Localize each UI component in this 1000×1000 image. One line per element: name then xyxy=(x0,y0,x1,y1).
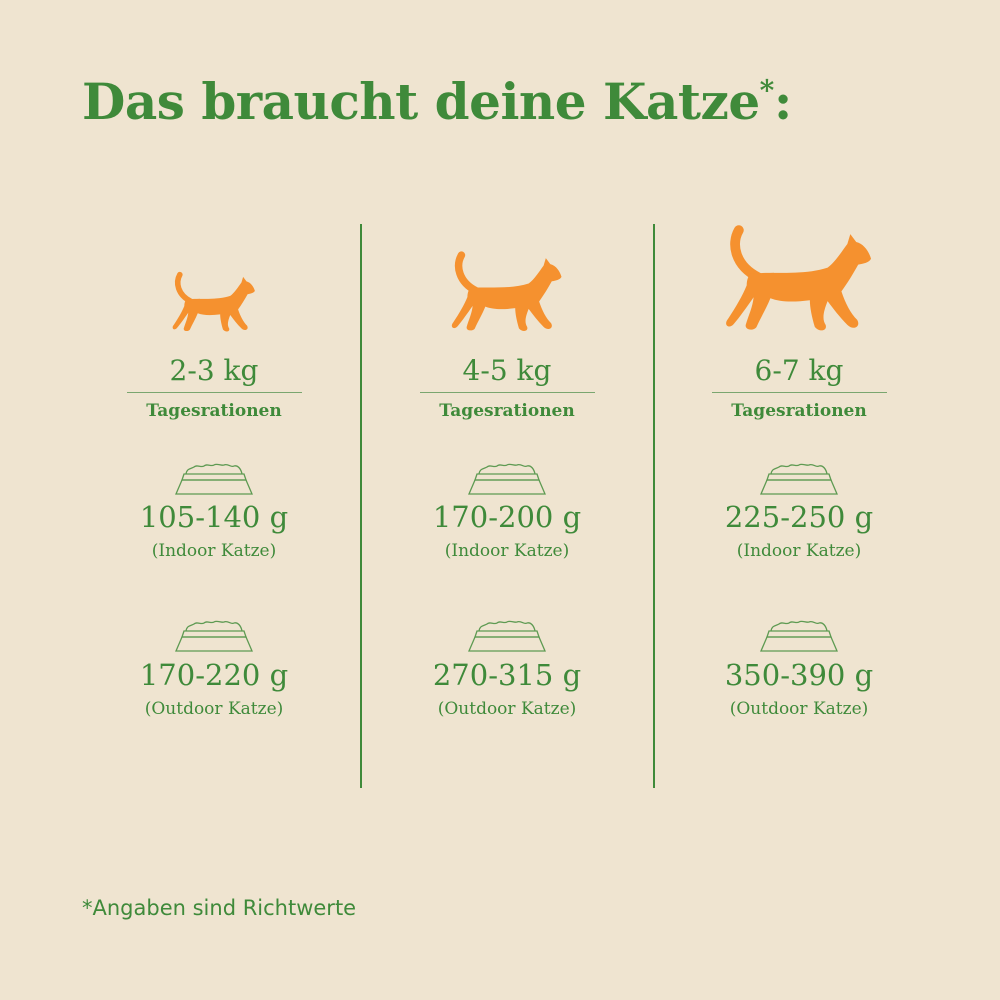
column-divider xyxy=(360,224,362,788)
food-bowl-icon xyxy=(760,620,838,652)
outdoor-label: (Outdoor Katze) xyxy=(437,699,577,719)
cat-medium-icon xyxy=(451,251,562,332)
weight-column: 6-7 kg Tagesrationen 225-250 g (Indoor K… xyxy=(654,220,944,740)
food-bowl-icon xyxy=(760,463,838,495)
weight-range: 6-7 kg xyxy=(754,354,844,387)
separator-line xyxy=(420,392,595,393)
weight-range: 2-3 kg xyxy=(169,354,259,387)
cat-large-icon xyxy=(726,225,872,331)
indoor-label: (Indoor Katze) xyxy=(444,541,570,561)
indoor-label: (Indoor Katze) xyxy=(151,541,277,561)
footnote: *Angaben sind Richtwerte xyxy=(82,896,357,920)
daily-rations-label: Tagesrationen xyxy=(146,401,282,421)
food-bowl-icon xyxy=(468,463,546,495)
daily-rations-label: Tagesrationen xyxy=(731,401,867,421)
cat-small-icon xyxy=(172,271,255,332)
indoor-amount: 225-250 g xyxy=(724,500,874,534)
page-title: Das braucht deine Katze*: xyxy=(82,72,792,131)
separator-line xyxy=(712,392,887,393)
outdoor-amount: 270-315 g xyxy=(432,658,582,692)
outdoor-amount: 170-220 g xyxy=(139,658,289,692)
food-bowl-icon xyxy=(175,463,253,495)
indoor-amount: 105-140 g xyxy=(139,500,289,534)
food-bowl-icon xyxy=(468,620,546,652)
outdoor-label: (Outdoor Katze) xyxy=(144,699,284,719)
indoor-label: (Indoor Katze) xyxy=(736,541,862,561)
daily-rations-label: Tagesrationen xyxy=(439,401,575,421)
outdoor-amount: 350-390 g xyxy=(724,658,874,692)
separator-line xyxy=(127,392,302,393)
weight-column: 2-3 kg Tagesrationen 105-140 g (Indoor K… xyxy=(69,220,359,740)
weight-column: 4-5 kg Tagesrationen 170-200 g (Indoor K… xyxy=(362,220,652,740)
weight-range: 4-5 kg xyxy=(462,354,552,387)
food-bowl-icon xyxy=(175,620,253,652)
outdoor-label: (Outdoor Katze) xyxy=(729,699,869,719)
column-divider xyxy=(653,224,655,788)
indoor-amount: 170-200 g xyxy=(432,500,582,534)
